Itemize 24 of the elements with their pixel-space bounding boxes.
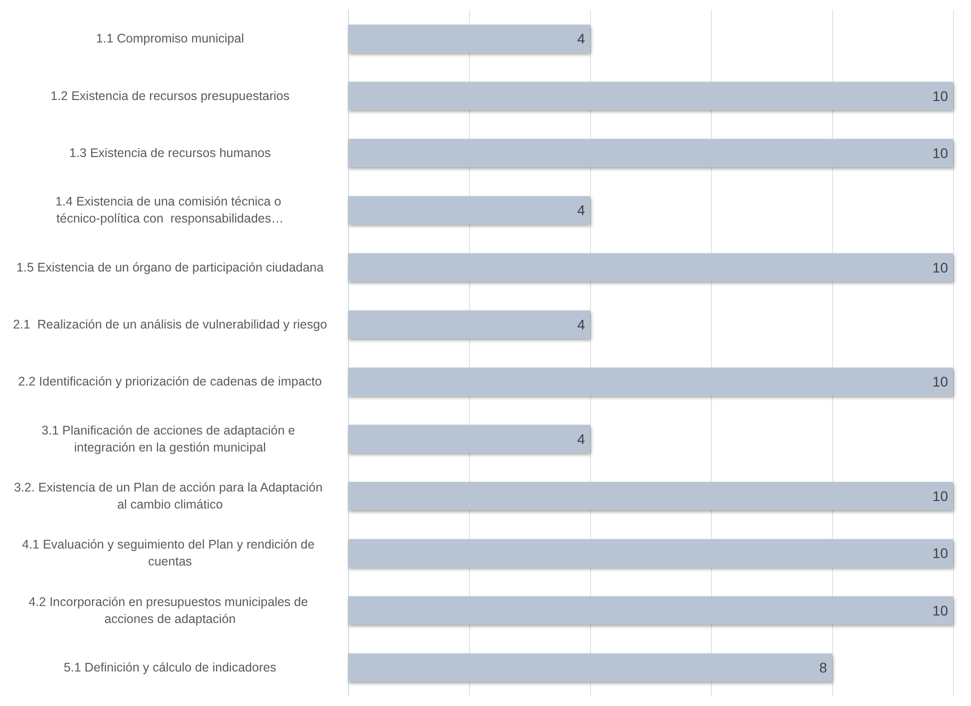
y-tick-label: 3.2. Existencia de un Plan de acción para la Adaptación al cambio climático bbox=[14, 480, 326, 512]
data-label: 10 bbox=[932, 545, 948, 562]
y-tick-label: 5.1 Definición y cálculo de indicadores bbox=[64, 660, 276, 674]
data-label: 10 bbox=[932, 374, 948, 390]
data-label: 10 bbox=[932, 488, 948, 504]
data-label: 10 bbox=[932, 259, 948, 276]
data-label: 4 bbox=[577, 316, 586, 332]
data-label: 4 bbox=[577, 202, 586, 218]
data-label: 10 bbox=[932, 144, 948, 161]
y-tick-label: 3.1 Planificación de acciones de adaptación e integración en la gestión municipal bbox=[41, 423, 299, 454]
y-tick-label: 1.1 Compromiso municipal bbox=[96, 32, 244, 46]
y-tick-label: 1.4 Existencia de una comisión técnica o técnico-política con responsabilidades… bbox=[55, 194, 285, 226]
data-label: 8 bbox=[819, 659, 828, 676]
y-tick-label: 1.2 Existencia de recursos presupuestarios bbox=[50, 88, 290, 103]
y-tick-label: 4.1 Evaluación y seguimiento del Plan y rendición de cuentas bbox=[22, 538, 318, 569]
data-label: 4 bbox=[577, 430, 586, 447]
data-label: 10 bbox=[932, 88, 948, 104]
y-tick-label: 1.3 Existencia de recursos humanos bbox=[69, 146, 271, 160]
y-tick-label: 2.1 Realización de un análisis de vulnerabilidad y riesgo bbox=[12, 317, 328, 332]
data-label: 4 bbox=[577, 30, 586, 47]
data-label: 10 bbox=[932, 602, 948, 618]
y-tick-label: 4.2 Incorporación en presupuestos municipales de acciones de adaptación bbox=[28, 594, 312, 626]
y-tick-label: 2.2 Identificación y priorización de cadenas de impacto bbox=[18, 374, 322, 389]
y-tick-label: 1.5 Existencia de un órgano de participación ciudadana bbox=[16, 260, 324, 274]
